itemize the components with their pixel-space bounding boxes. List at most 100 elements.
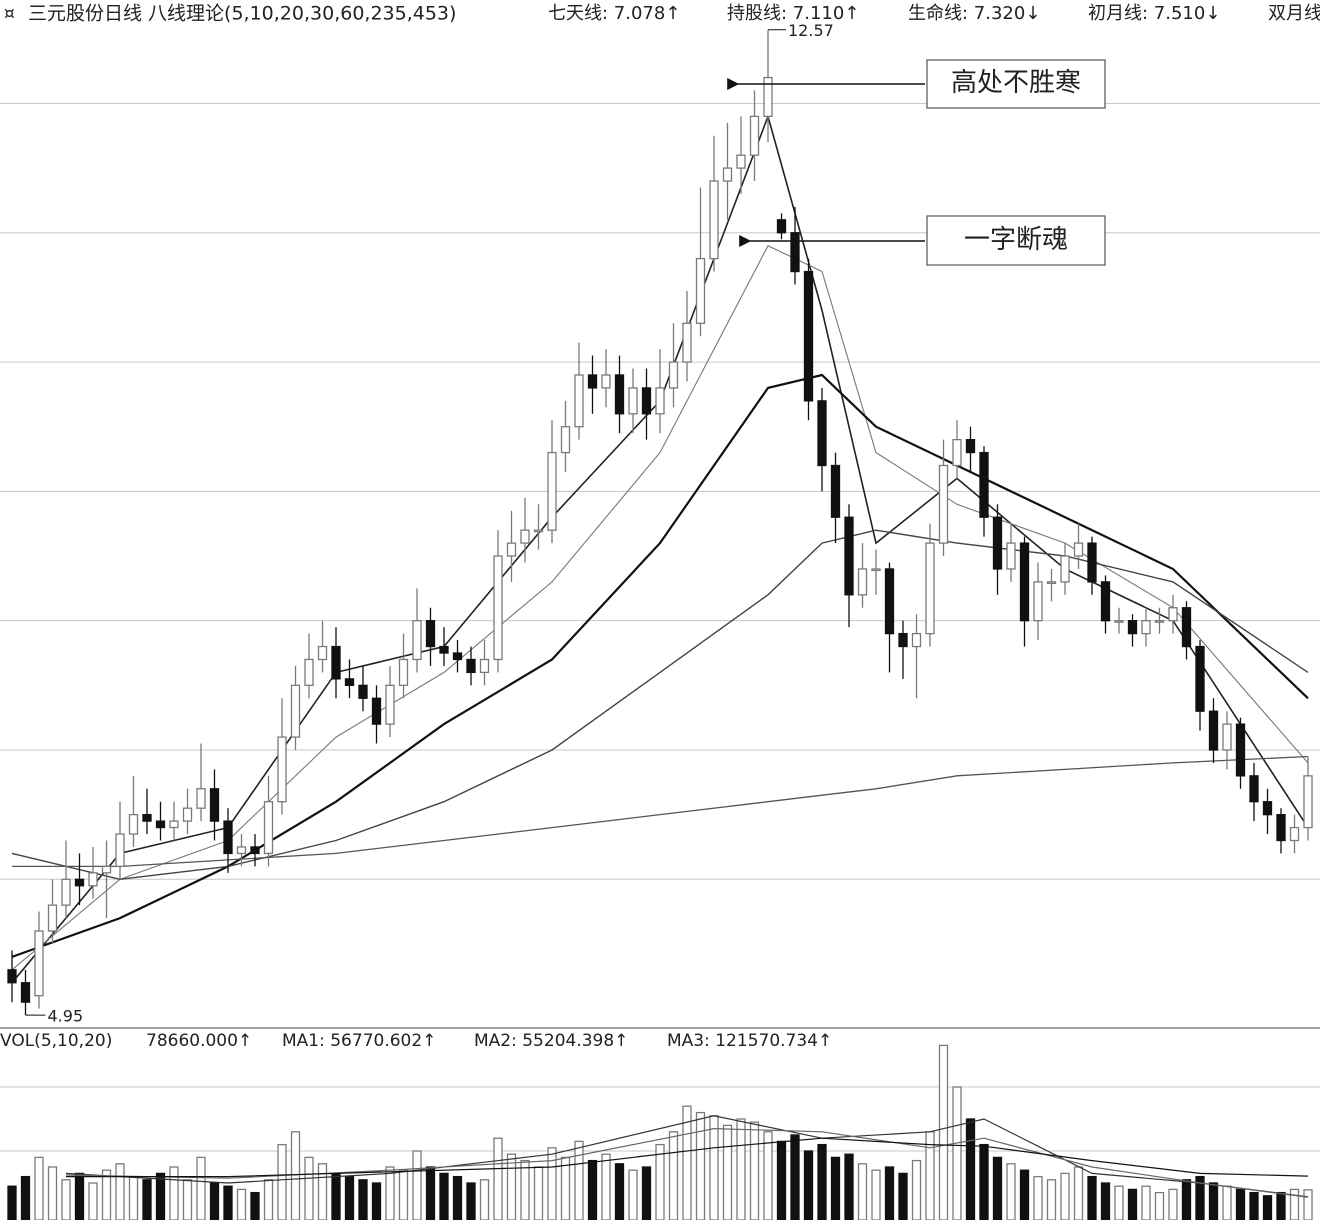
candle-body xyxy=(911,632,922,648)
volume-bar xyxy=(493,1137,503,1221)
annotation: 一字断魂 xyxy=(739,215,1106,266)
volume-bar xyxy=(115,1163,125,1221)
volume-bar xyxy=(506,1153,517,1221)
volume-bar xyxy=(533,1166,544,1221)
volume-title: VOL(5,10,20) xyxy=(0,1031,112,1051)
legend-entry: 七天线: 7.078↑ xyxy=(548,3,680,24)
candle-body xyxy=(250,846,260,855)
candle-body xyxy=(1033,581,1043,622)
candle-body xyxy=(898,632,908,648)
candle-body xyxy=(1127,620,1138,635)
candle-body xyxy=(560,426,571,454)
candle-body xyxy=(1303,775,1313,829)
volume-bar xyxy=(1262,1195,1273,1221)
candle-body xyxy=(547,451,557,531)
volume-bar xyxy=(344,1175,355,1221)
annotation-text: 一字断魂 xyxy=(964,225,1068,255)
volume-bar xyxy=(155,1172,166,1221)
candle-body xyxy=(304,658,314,686)
volume-bar xyxy=(479,1179,490,1221)
volume-bar xyxy=(709,1115,719,1221)
volume-bar xyxy=(911,1159,922,1221)
candle-body xyxy=(1249,775,1259,803)
max-price-label: 12.57 xyxy=(788,21,834,40)
candle-body xyxy=(493,555,503,661)
header: ¤ 三元股份日线 八线理论(5,10,20,30,60,235,453) 七天线… xyxy=(4,3,1320,25)
volume-bar xyxy=(898,1172,908,1221)
candle-body xyxy=(1141,620,1151,635)
candle-body xyxy=(952,438,962,467)
volume-bar xyxy=(790,1134,800,1221)
candle-body xyxy=(655,387,665,415)
volume-bar xyxy=(1181,1179,1192,1221)
candle-body xyxy=(385,684,395,725)
volume-bar xyxy=(209,1182,220,1221)
volume-bar xyxy=(1141,1185,1151,1221)
candle-body xyxy=(709,180,719,260)
candle-body xyxy=(1181,607,1192,648)
candle-body xyxy=(641,387,652,415)
candle-body xyxy=(844,516,854,596)
volume-bar xyxy=(722,1124,733,1221)
candle-body xyxy=(277,736,287,803)
volume-bar xyxy=(844,1153,854,1221)
candle-body xyxy=(871,568,881,572)
candle-body xyxy=(574,374,584,428)
volume-bar xyxy=(817,1143,827,1221)
volume-bar xyxy=(371,1182,382,1221)
ma-line xyxy=(66,1137,1309,1178)
candle-body xyxy=(1006,542,1016,570)
candle-body xyxy=(115,833,125,868)
ma-line xyxy=(11,529,1309,881)
candle-body xyxy=(331,645,341,680)
candle-body xyxy=(938,464,949,544)
candle-body xyxy=(196,788,206,809)
legend-entry: 初月线: 7.510↓ xyxy=(1088,3,1220,24)
candle-body xyxy=(236,846,247,855)
volume-bar xyxy=(412,1150,422,1221)
candle-body xyxy=(925,542,935,635)
volume-bar xyxy=(749,1121,760,1221)
candle-body xyxy=(358,684,368,699)
volume-bar xyxy=(1114,1185,1124,1221)
candle-body xyxy=(1262,801,1273,816)
volume-bar xyxy=(277,1143,287,1221)
candle-body xyxy=(1276,813,1286,842)
volume-bar xyxy=(304,1156,314,1221)
volume-bar xyxy=(236,1188,247,1221)
volume-bar xyxy=(1249,1191,1259,1221)
volume-bar xyxy=(992,1156,1003,1221)
volume-bar xyxy=(803,1150,814,1221)
candle-body xyxy=(776,219,787,234)
legend-entry: 双月线 xyxy=(1268,3,1320,24)
annotation-box xyxy=(926,59,1106,109)
candle-body xyxy=(263,801,274,855)
candle-body xyxy=(830,464,841,518)
candle-body xyxy=(790,232,800,273)
candle-body xyxy=(452,652,463,661)
candle-body xyxy=(1046,581,1057,585)
volume-bar xyxy=(614,1163,625,1221)
volume-bar xyxy=(398,1169,409,1221)
candle-body xyxy=(439,645,449,654)
candle-body xyxy=(533,529,544,533)
volume-bar xyxy=(290,1131,301,1221)
candle-body xyxy=(979,451,989,518)
volume-bar xyxy=(34,1156,44,1221)
legend-entry: 持股线: 7.110↑ xyxy=(727,3,859,24)
legend-entry: MA3: 121570.734↑ xyxy=(667,1031,832,1051)
candles xyxy=(7,29,1313,1016)
candle-body xyxy=(209,788,220,822)
candle-body xyxy=(1222,723,1232,751)
volume-bar xyxy=(20,1175,31,1221)
candle-body xyxy=(1073,542,1084,557)
volume-bar xyxy=(1303,1189,1313,1221)
volume-bar xyxy=(263,1179,274,1221)
volume-bar xyxy=(88,1182,98,1221)
volume-bar xyxy=(965,1118,976,1221)
candle-body xyxy=(479,658,490,674)
candle-body xyxy=(317,645,328,661)
candle-body xyxy=(601,374,611,389)
